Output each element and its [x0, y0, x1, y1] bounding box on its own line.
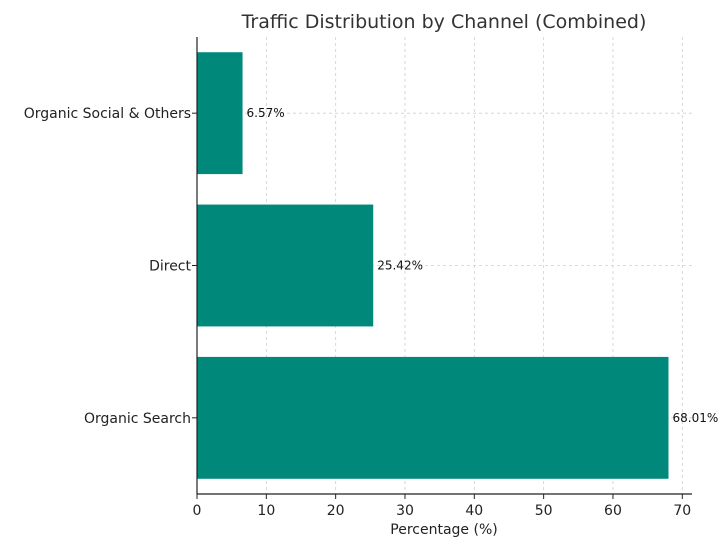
- data-label: 68.01%: [672, 411, 718, 425]
- chart-title: Traffic Distribution by Channel (Combine…: [241, 11, 647, 33]
- bar-organic-search: [197, 356, 669, 479]
- y-tick-label: Organic Social & Others: [24, 106, 191, 122]
- data-label: 25.42%: [377, 259, 423, 273]
- y-tick-label: Direct: [149, 259, 191, 275]
- bars: [197, 52, 669, 479]
- data-label: 6.57%: [247, 106, 285, 120]
- x-tick-label: 0: [193, 503, 202, 519]
- bar-organic-social-others: [197, 52, 243, 175]
- x-tick-label: 40: [465, 503, 483, 519]
- y-tick-label: Organic Search: [84, 411, 191, 427]
- bar-direct: [197, 204, 374, 327]
- x-tick-label: 10: [257, 503, 275, 519]
- x-tick-label: 20: [327, 503, 345, 519]
- x-axis-label: Percentage (%): [390, 522, 497, 537]
- x-tick-label: 70: [673, 503, 691, 519]
- labels: 68.01% 25.42% 6.57% 0 10 20 30 40 50 60 70 Organic …: [24, 106, 719, 519]
- x-tick-label: 60: [604, 503, 622, 519]
- x-tick-label: 30: [396, 503, 414, 519]
- axes: [192, 37, 692, 499]
- x-tick-label: 50: [535, 503, 553, 519]
